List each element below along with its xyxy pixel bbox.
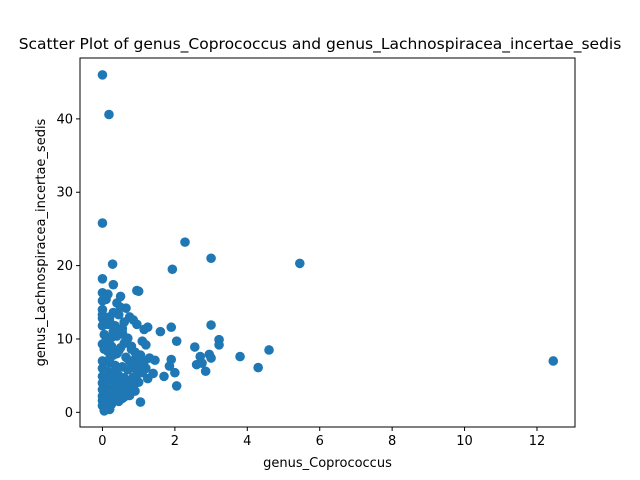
data-point (168, 264, 178, 274)
data-point (548, 356, 558, 366)
chart-title: Scatter Plot of genus_Coprococcus and ge… (19, 35, 622, 54)
data-point (114, 346, 124, 356)
y-tick-label: 10 (56, 332, 73, 347)
data-point (105, 312, 115, 322)
data-point (98, 218, 108, 228)
x-axis-label: genus_Coprococcus (263, 456, 392, 471)
data-point (98, 274, 108, 284)
data-point (166, 322, 176, 332)
data-point (134, 286, 144, 296)
y-axis-label: genus_Lachnospiracea_incertae_sedis (34, 118, 49, 366)
x-tick-label: 0 (98, 434, 106, 449)
data-point (141, 340, 151, 350)
data-point (130, 347, 140, 357)
x-tick-label: 12 (529, 434, 546, 449)
data-point (136, 397, 146, 407)
y-tick-label: 20 (56, 259, 73, 274)
x-tick-label: 4 (243, 434, 251, 449)
data-point (214, 340, 224, 350)
data-point (101, 295, 111, 305)
data-point (170, 368, 180, 378)
data-point (116, 303, 126, 313)
data-point (172, 336, 182, 346)
data-point (206, 320, 216, 330)
data-point (119, 317, 129, 327)
x-tick-label: 6 (316, 434, 324, 449)
data-point (156, 327, 166, 337)
y-tick-label: 30 (56, 186, 73, 201)
data-point (159, 372, 169, 382)
data-point (190, 342, 200, 352)
data-point (206, 353, 216, 363)
data-point (99, 369, 109, 379)
data-point (206, 253, 216, 263)
data-point (143, 374, 153, 384)
data-point (99, 344, 109, 354)
data-point (201, 366, 211, 376)
data-point (109, 280, 119, 290)
data-point (119, 392, 129, 402)
x-tick-label: 2 (171, 434, 179, 449)
data-point (114, 381, 124, 391)
data-point (128, 372, 138, 382)
x-tick-label: 10 (456, 434, 473, 449)
data-point (172, 381, 182, 391)
data-point (253, 363, 263, 373)
y-tick-label: 40 (56, 112, 73, 127)
data-point (105, 354, 115, 364)
data-point (110, 321, 120, 331)
data-point (99, 406, 109, 416)
data-point (107, 333, 117, 343)
data-point (143, 322, 153, 332)
data-point (264, 345, 274, 355)
data-point (150, 355, 160, 365)
data-point (130, 386, 140, 396)
x-tick-label: 8 (388, 434, 396, 449)
y-tick-label: 0 (65, 406, 73, 421)
data-point (104, 110, 114, 120)
data-point (139, 357, 149, 367)
data-point (180, 237, 190, 247)
data-point (295, 259, 305, 269)
data-point (108, 259, 118, 269)
data-point (98, 70, 108, 80)
data-point (235, 352, 245, 362)
